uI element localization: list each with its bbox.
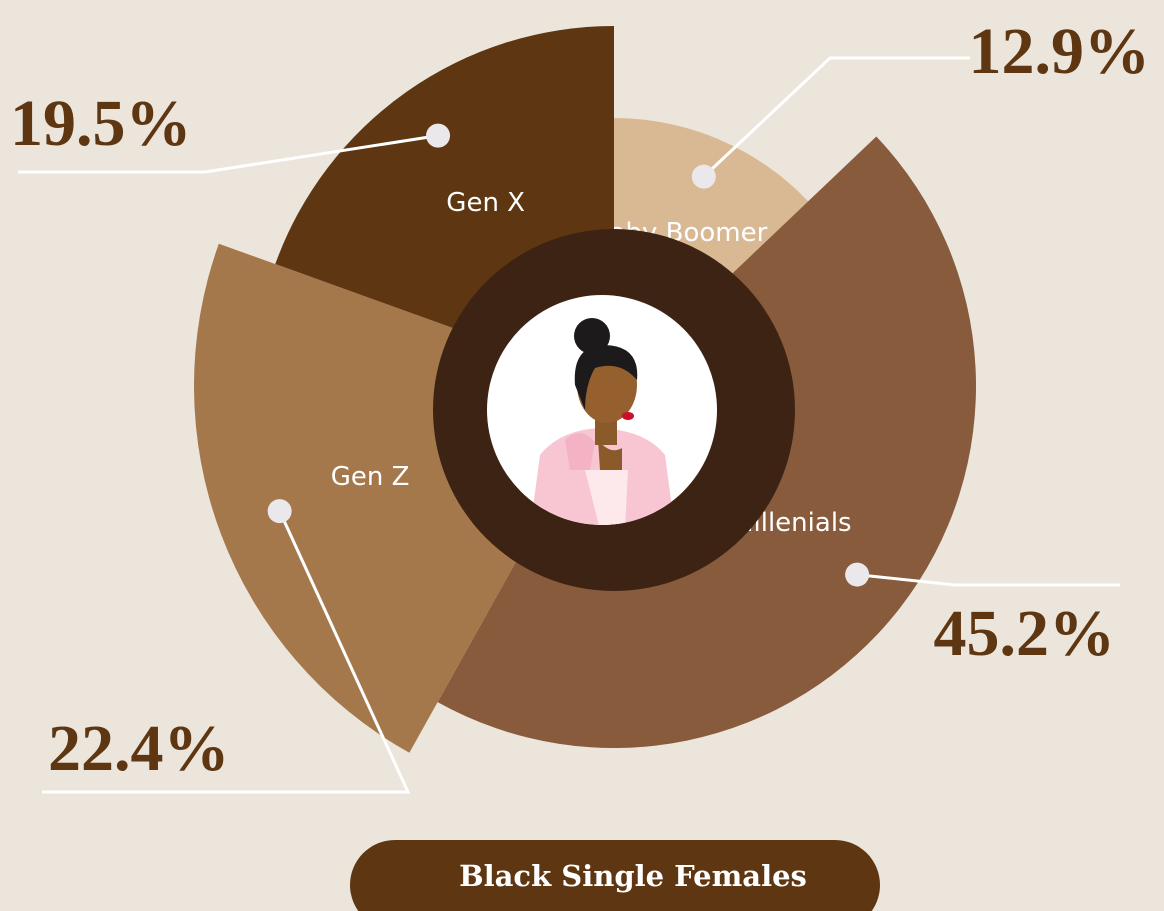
leader-dot [426, 123, 451, 148]
value-label: 45.2% [934, 597, 1116, 670]
leader-dot [691, 164, 716, 189]
value-label: 19.5% [10, 87, 192, 160]
leader-line [18, 134, 439, 174]
value-label: 22.4% [48, 712, 230, 785]
leader-line [856, 573, 1120, 587]
category-label: Gen X [446, 188, 525, 218]
leader-dot [845, 562, 870, 587]
title-badge [350, 840, 880, 911]
category-label: Gen Z [331, 462, 410, 492]
leader-dot [267, 499, 292, 524]
leader-line [702, 56, 970, 178]
chart-title: Black Single Females [459, 859, 807, 893]
callouts: 12.9% 45.2% 22.4% 19.5% [10, 15, 1151, 794]
portrait [487, 295, 717, 525]
leader-line [42, 510, 411, 794]
value-label: 12.9% [969, 15, 1151, 88]
